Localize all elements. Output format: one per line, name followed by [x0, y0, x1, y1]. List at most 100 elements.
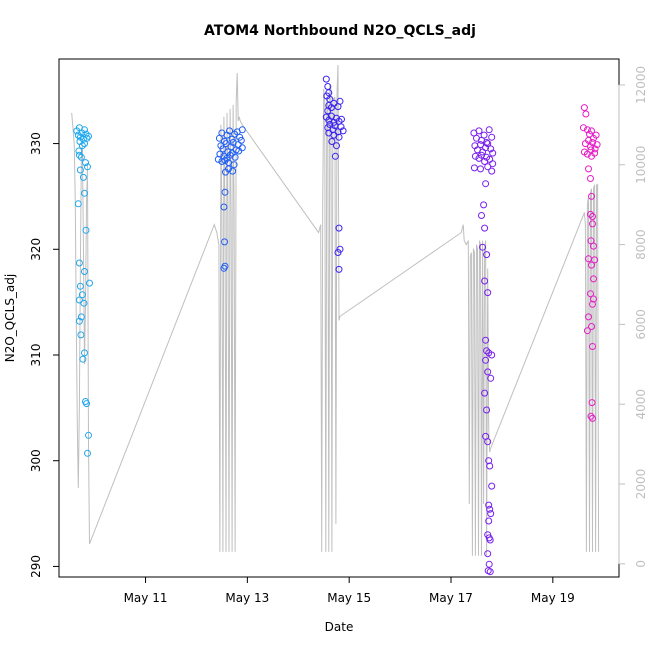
data-point: [593, 141, 601, 149]
data-point: [85, 132, 92, 140]
data-point: [335, 224, 343, 232]
data-point: [218, 158, 226, 165]
data-point: [484, 550, 492, 558]
data-point: [326, 121, 334, 128]
data-point: [226, 127, 233, 135]
data-point: [214, 155, 222, 163]
data-point: [488, 351, 496, 359]
data-point: [75, 317, 83, 325]
data-point: [589, 343, 596, 350]
data-point: [485, 560, 493, 568]
data-point: [583, 126, 591, 134]
data-point: [482, 356, 490, 364]
data-point: [75, 296, 83, 304]
y2-tick-label: 12000: [634, 66, 648, 104]
data-point: [585, 136, 592, 144]
data-point: [81, 349, 88, 357]
data-point: [488, 133, 496, 141]
data-point: [590, 295, 597, 303]
data-point: [324, 107, 332, 115]
y2-tick-label: 0: [634, 560, 648, 568]
data-point: [335, 133, 343, 141]
data-point: [334, 249, 342, 256]
data-point: [77, 313, 85, 321]
x-axis: May 11 May 13 May 15 May 17 May 19: [124, 576, 575, 605]
data-point: [221, 157, 229, 164]
y2-tick-label: 8000: [634, 229, 648, 260]
data-point: [589, 414, 596, 422]
x-tick-label: May 15: [327, 591, 371, 605]
data-point: [582, 110, 590, 118]
data-point: [75, 147, 83, 155]
data-point: [587, 412, 595, 420]
data-point: [588, 152, 595, 160]
data-point: [220, 203, 228, 211]
data-point: [335, 265, 343, 273]
data-point: [579, 124, 587, 132]
data-point: [488, 482, 496, 490]
data-point: [76, 166, 84, 174]
data-point: [328, 138, 336, 145]
data-point: [221, 138, 228, 145]
data-point: [84, 163, 91, 171]
data-point: [485, 126, 493, 134]
data-point: [477, 165, 484, 173]
data-point: [331, 152, 339, 160]
data-point: [588, 399, 596, 407]
data-point: [482, 180, 490, 188]
data-point: [589, 213, 596, 220]
altitude-line: [71, 64, 600, 556]
data-point: [219, 145, 227, 153]
data-point: [484, 140, 492, 148]
data-point: [486, 505, 494, 513]
data-point: [588, 261, 595, 269]
x-tick-label: May 13: [225, 591, 269, 605]
data-point: [587, 175, 594, 182]
data-point: [86, 279, 93, 287]
data-point: [221, 238, 228, 246]
data-point: [322, 75, 330, 83]
data-point: [590, 275, 597, 283]
data-point: [485, 501, 493, 509]
x-tick-label: May 19: [531, 591, 575, 605]
data-point: [485, 457, 493, 465]
data-point: [486, 568, 494, 576]
data-point: [74, 200, 82, 208]
data-point: [487, 510, 495, 518]
data-point: [483, 406, 491, 414]
y2-tick-label: 2000: [634, 469, 648, 500]
data-point: [483, 251, 491, 259]
data-point: [484, 368, 492, 376]
data-point: [591, 256, 599, 264]
data-point: [591, 145, 599, 153]
scatter-points-layer: [73, 75, 601, 576]
data-point: [592, 131, 600, 139]
data-point: [481, 389, 489, 397]
data-point: [75, 151, 83, 159]
altitude-line-layer: [71, 64, 600, 556]
data-point: [338, 115, 345, 123]
data-point: [333, 142, 340, 150]
data-point: [479, 243, 487, 251]
data-point: [585, 165, 592, 173]
data-point: [580, 104, 588, 112]
data-point: [488, 167, 496, 175]
data-point: [489, 160, 497, 168]
data-point: [587, 210, 594, 218]
data-point: [339, 127, 347, 135]
data-point: [480, 201, 488, 209]
data-point: [475, 127, 483, 135]
data-point: [485, 517, 493, 525]
data-point: [481, 224, 489, 232]
y-axis-title: N2O_QCLS_adj: [3, 274, 17, 363]
data-point: [482, 336, 490, 344]
data-point: [75, 259, 83, 267]
data-point: [483, 347, 491, 355]
data-point: [484, 163, 492, 171]
data-point: [337, 123, 345, 131]
data-point: [481, 277, 489, 285]
data-point: [85, 431, 92, 439]
data-point: [483, 139, 491, 146]
data-point: [480, 131, 488, 139]
data-point: [84, 449, 91, 457]
